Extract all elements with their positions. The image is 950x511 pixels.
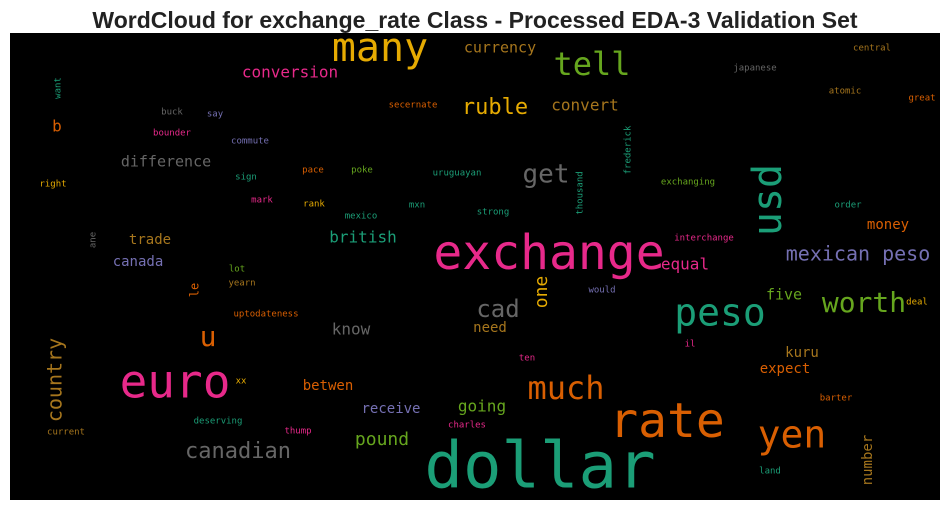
word: going bbox=[458, 397, 506, 416]
word: mexico bbox=[345, 212, 378, 222]
word: lot bbox=[229, 265, 245, 275]
word: rate bbox=[609, 393, 725, 449]
word: currency bbox=[464, 39, 536, 57]
word: b bbox=[52, 117, 62, 136]
word: mark bbox=[251, 196, 273, 206]
word: usd bbox=[745, 164, 791, 236]
chart-title: WordCloud for exchange_rate Class - Proc… bbox=[92, 7, 858, 33]
word: one bbox=[531, 276, 552, 309]
word: need bbox=[473, 320, 507, 336]
word: want bbox=[54, 77, 64, 99]
word: frederick bbox=[624, 125, 634, 174]
word: expect bbox=[760, 361, 811, 377]
word: dollar bbox=[424, 430, 655, 504]
word: canada bbox=[113, 254, 164, 270]
word: peso bbox=[674, 291, 766, 335]
word: yearn bbox=[228, 279, 255, 289]
word: worth bbox=[822, 286, 906, 319]
word: canadian bbox=[185, 439, 291, 464]
word: barter bbox=[820, 394, 853, 404]
word: uruguayan bbox=[433, 169, 482, 179]
word: strong bbox=[477, 208, 510, 218]
word: equal bbox=[661, 255, 709, 274]
word: number bbox=[860, 435, 876, 486]
word: xx bbox=[236, 377, 247, 387]
word: bounder bbox=[153, 129, 192, 139]
word: five bbox=[766, 286, 802, 304]
word: ane bbox=[89, 232, 99, 248]
word: il bbox=[685, 340, 696, 350]
word: secernate bbox=[389, 101, 438, 111]
word: cad bbox=[476, 295, 519, 323]
cloud-background bbox=[10, 33, 940, 500]
word: deserving bbox=[194, 417, 243, 427]
word: thump bbox=[284, 427, 311, 437]
word: mxn bbox=[409, 201, 425, 211]
word: central bbox=[853, 44, 891, 54]
word: pound bbox=[355, 429, 409, 450]
word: buck bbox=[161, 108, 183, 118]
word: interchange bbox=[674, 234, 734, 244]
word: atomic bbox=[829, 87, 862, 97]
word: exchanging bbox=[661, 178, 715, 188]
word: know bbox=[332, 320, 371, 339]
word: japanese bbox=[733, 64, 776, 74]
word: ruble bbox=[462, 95, 528, 120]
word: sign bbox=[235, 173, 257, 183]
word: charles bbox=[448, 421, 486, 431]
word: great bbox=[908, 94, 935, 104]
word: receive bbox=[361, 401, 420, 417]
word: tell bbox=[553, 45, 630, 83]
word-cloud: many tell currency conversion central japanes… bbox=[39, 25, 935, 504]
word: many bbox=[332, 25, 428, 71]
word: convert bbox=[551, 96, 618, 115]
word: thousand bbox=[576, 171, 586, 214]
word: right bbox=[39, 180, 66, 190]
word: yen bbox=[758, 413, 827, 457]
word: conversion bbox=[242, 63, 338, 82]
word: british bbox=[329, 228, 396, 247]
word: u bbox=[200, 320, 217, 353]
word: poke bbox=[351, 166, 373, 176]
word: kuru bbox=[785, 345, 819, 361]
word: deal bbox=[906, 298, 928, 308]
word: trade bbox=[129, 232, 171, 248]
word: euro bbox=[120, 355, 231, 409]
word: say bbox=[207, 110, 224, 120]
word: uptodateness bbox=[233, 310, 298, 320]
word: rank bbox=[303, 200, 325, 210]
word: much bbox=[527, 369, 604, 407]
word: country bbox=[43, 338, 67, 422]
word: get bbox=[523, 160, 570, 190]
word: betwen bbox=[303, 378, 354, 394]
word: commute bbox=[231, 137, 269, 147]
word: pace bbox=[302, 166, 324, 176]
word: exchange bbox=[433, 225, 664, 281]
word: difference bbox=[121, 153, 211, 171]
word: would bbox=[588, 286, 615, 296]
word: current bbox=[47, 428, 85, 438]
word: money bbox=[867, 217, 909, 233]
word: land bbox=[759, 467, 781, 477]
word: order bbox=[834, 201, 862, 211]
word: le bbox=[188, 283, 202, 297]
word: ten bbox=[519, 354, 535, 364]
word: mexican peso bbox=[786, 242, 931, 266]
